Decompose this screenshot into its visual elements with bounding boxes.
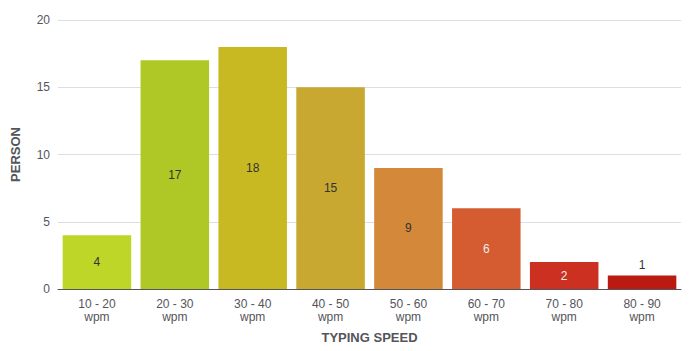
svg-text:10: 10 [37,148,51,162]
svg-text:4: 4 [94,255,101,269]
svg-text:5: 5 [43,215,50,229]
svg-text:PERSON: PERSON [8,127,23,182]
svg-text:6: 6 [483,242,490,256]
svg-text:wpm: wpm [395,310,421,324]
svg-text:wpm: wpm [551,310,577,324]
svg-text:18: 18 [246,161,260,175]
svg-text:10 - 20: 10 - 20 [78,297,116,311]
svg-text:wpm: wpm [239,310,265,324]
svg-text:wpm: wpm [83,310,109,324]
svg-text:9: 9 [405,221,412,235]
svg-text:40 - 50: 40 - 50 [312,297,350,311]
svg-text:wpm: wpm [628,310,654,324]
svg-text:60 - 70: 60 - 70 [468,297,506,311]
svg-text:TYPING SPEED: TYPING SPEED [321,330,417,345]
svg-text:17: 17 [168,168,182,182]
svg-text:20: 20 [37,13,51,27]
svg-text:wpm: wpm [161,310,187,324]
svg-text:15: 15 [324,181,338,195]
svg-text:15: 15 [37,80,51,94]
svg-text:70 - 80: 70 - 80 [546,297,584,311]
svg-text:30 - 40: 30 - 40 [234,297,272,311]
svg-text:wpm: wpm [473,310,499,324]
svg-text:2: 2 [561,269,568,283]
svg-text:50 - 60: 50 - 60 [390,297,428,311]
svg-text:wpm: wpm [317,310,343,324]
svg-text:20 - 30: 20 - 30 [156,297,194,311]
svg-text:1: 1 [639,258,646,272]
svg-text:80 - 90: 80 - 90 [623,297,661,311]
svg-text:0: 0 [43,282,50,296]
